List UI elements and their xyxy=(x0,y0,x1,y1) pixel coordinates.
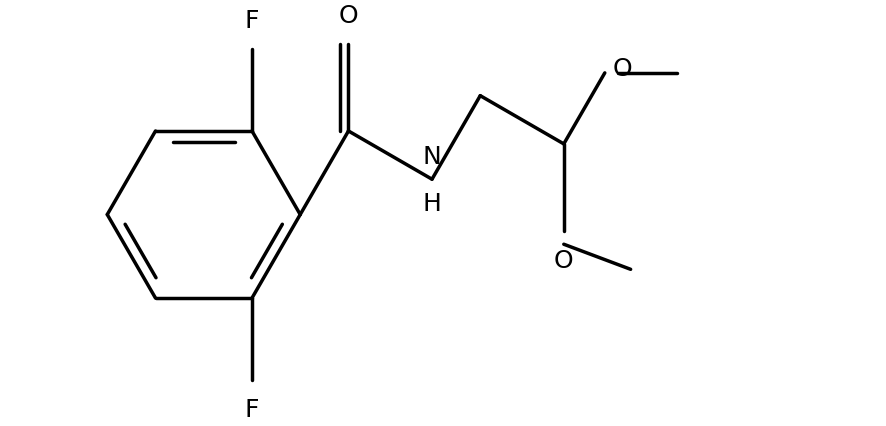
Text: F: F xyxy=(245,397,260,421)
Text: H: H xyxy=(423,191,441,215)
Text: O: O xyxy=(612,57,632,81)
Text: O: O xyxy=(554,248,573,273)
Text: O: O xyxy=(338,4,358,28)
Text: F: F xyxy=(245,9,260,32)
Text: N: N xyxy=(423,144,441,168)
